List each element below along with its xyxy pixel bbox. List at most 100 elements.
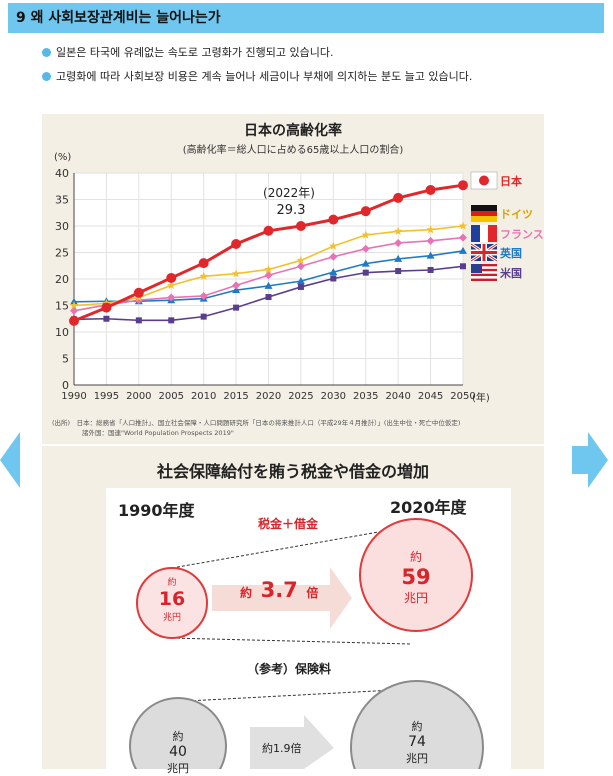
data-point — [426, 225, 435, 234]
data-point — [134, 296, 143, 305]
data-point — [329, 241, 338, 250]
infographic-title: 社会保障給付を賄う税金や借金の増加 — [156, 462, 429, 481]
year-1990-label: 1990年度 — [118, 501, 195, 520]
connector-line-bottom — [171, 637, 411, 645]
data-point — [427, 266, 434, 273]
data-point — [393, 192, 404, 203]
data-point — [69, 301, 79, 310]
data-point — [395, 268, 402, 275]
ref-ratio-label: 約1.9倍 — [262, 742, 302, 755]
data-point — [135, 317, 142, 324]
data-point — [167, 293, 176, 302]
data-point — [394, 254, 403, 262]
growth-arrow-icon — [212, 567, 352, 629]
data-point — [103, 315, 110, 322]
x-tick-label: 2040 — [385, 391, 410, 402]
bullet-dot-icon — [42, 72, 51, 81]
ref-growth-arrow-icon — [250, 715, 334, 769]
y-tick-label: 40 — [55, 167, 69, 180]
data-point — [361, 244, 370, 253]
data-point — [425, 184, 436, 195]
value-2020: 59 — [401, 565, 431, 589]
value-1990: 16 — [158, 588, 186, 610]
data-point — [361, 230, 370, 239]
flag-icon — [470, 242, 498, 263]
year-2020-label: 2020年度 — [390, 498, 467, 517]
chart-title: 日本の高齢化率 — [244, 123, 342, 139]
data-point — [329, 252, 338, 261]
annotation-value: 29.3 — [277, 203, 306, 218]
data-point — [329, 268, 338, 276]
data-point — [295, 221, 306, 231]
previous-page-arrow-icon[interactable] — [0, 432, 20, 488]
data-point — [460, 263, 466, 270]
data-point — [426, 251, 435, 259]
data-point — [458, 180, 468, 191]
data-point — [264, 271, 273, 280]
legend-item-2: フランス — [471, 225, 544, 242]
ratio-prefix: 約 — [240, 586, 253, 600]
data-point — [458, 221, 468, 230]
data-point — [168, 317, 175, 324]
ref-value-1990: 40 — [169, 744, 187, 760]
data-point — [133, 287, 144, 298]
flag-icon — [471, 225, 497, 242]
legend-label: 日本 — [500, 174, 522, 188]
y-tick-label: 30 — [55, 220, 69, 233]
x-tick-label: 2010 — [191, 391, 216, 402]
flag-icon — [471, 264, 497, 282]
legend-label: ドイツ — [500, 208, 533, 221]
ratio-suffix: 倍 — [306, 586, 319, 600]
legend-item-1: ドイツ — [471, 205, 533, 222]
section-title: 9 왜 사회보장관계비는 늘어나는가 — [16, 10, 221, 26]
approx-label: 約 — [172, 730, 184, 743]
data-point — [459, 246, 467, 254]
data-point — [199, 271, 208, 280]
growth-ratio-label: 約 3.7 倍 — [240, 578, 318, 602]
y-tick-label: 20 — [55, 273, 69, 286]
unit-label: 兆円 — [406, 752, 428, 765]
legend-label: 米国 — [499, 266, 522, 280]
x-tick-label: 2005 — [159, 391, 184, 402]
tax-debt-label: 税金＋借金 — [258, 517, 319, 531]
bullet-2: 고령화에 따라 사회보장 비용은 계속 늘어나 세금이나 부채에 의지하는 분도… — [42, 69, 538, 85]
bullet-text: 일본은 타국에 유례없는 속도로 고령화가 진행되고 있습니다. — [56, 46, 334, 59]
legend-label: フランス — [500, 228, 544, 241]
y-tick-label: 0 — [62, 379, 69, 392]
data-point — [297, 283, 304, 290]
ref-value-2020: 74 — [408, 734, 426, 750]
data-point — [231, 239, 242, 250]
bullet-text: 고령화에 따라 사회보장 비용은 계속 늘어나 세금이나 부채에 의지하는 분도… — [56, 70, 473, 83]
approx-label: 約 — [409, 550, 422, 564]
x-axis-unit-label: (年) — [472, 391, 490, 404]
legend-item-0: 日本 — [470, 171, 522, 190]
x-tick-label: 2050 — [450, 391, 475, 402]
x-tick-label: 2015 — [223, 391, 248, 402]
data-point — [360, 206, 371, 217]
next-page-arrow-icon[interactable] — [572, 432, 608, 488]
legend-item-4: 米国 — [471, 264, 522, 282]
y-tick-label: 25 — [55, 247, 69, 260]
data-point — [265, 294, 272, 301]
data-point — [166, 272, 177, 283]
source-line-1: (出所) 日本：総務省「人口推計」、国立社会保障・人口問題研究所「日本の将来推計… — [52, 419, 461, 427]
circle-2020 — [359, 518, 473, 632]
data-point — [69, 315, 79, 326]
x-tick-label: 2030 — [321, 391, 346, 402]
data-point — [198, 258, 209, 269]
y-axis-unit-label: (%) — [54, 152, 71, 163]
x-tick-label: 2000 — [126, 391, 151, 402]
ref-circle-2020-text: 約 74 兆円 — [379, 718, 455, 766]
chart-source: (出所) 日本：総務省「人口推計」、国立社会保障・人口問題研究所「日本の将来推計… — [52, 418, 542, 438]
data-point — [70, 306, 78, 315]
section-header: 9 왜 사회보장관계비는 늘어나는가 — [8, 3, 604, 33]
circle-1990-text: 約 16 兆円 — [137, 575, 207, 623]
connector-line-top — [171, 529, 391, 569]
legend-label: 英国 — [499, 246, 522, 260]
data-point — [330, 275, 337, 282]
approx-label: 約 — [167, 578, 177, 588]
data-point — [167, 280, 176, 289]
x-tick-label: 2020 — [256, 391, 281, 402]
data-point — [264, 265, 273, 274]
data-point — [233, 304, 240, 311]
